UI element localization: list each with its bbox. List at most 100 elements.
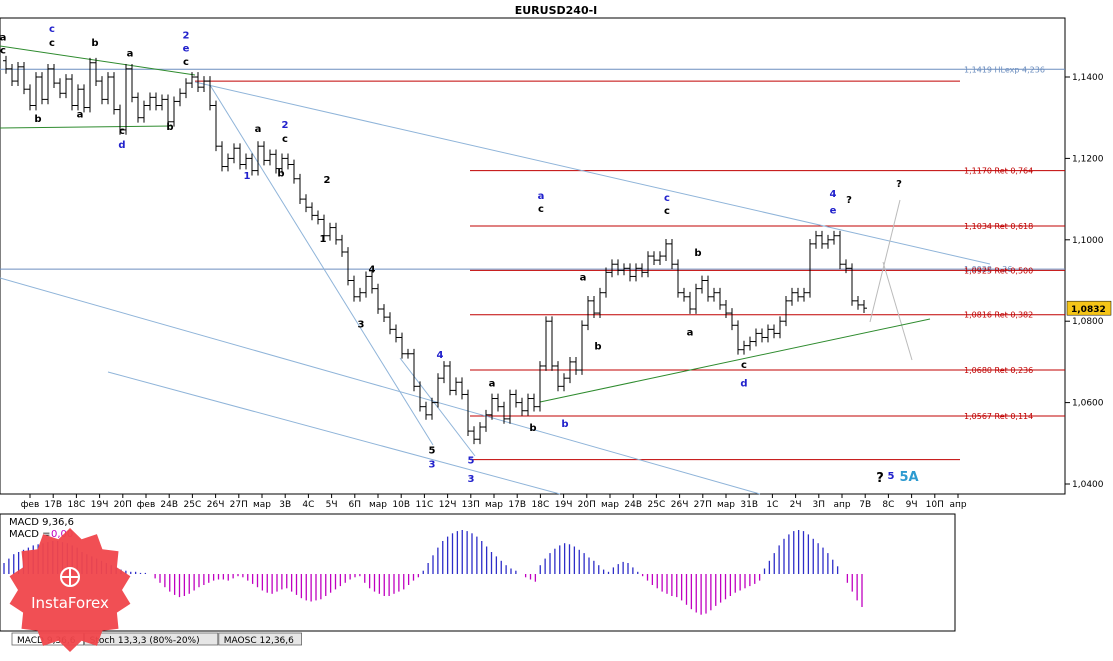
- trend-support-line[interactable]: [539, 318, 931, 403]
- price-bar: [147, 92, 153, 111]
- x-tick-label-4: 20П: [114, 500, 132, 510]
- wave-label-4: b: [91, 38, 98, 49]
- price-bar: [249, 153, 255, 176]
- price-bar: [363, 271, 369, 298]
- x-tick-label-19: 13П: [462, 500, 480, 510]
- logo-emblem-icon: [60, 567, 80, 587]
- price-bar: [195, 72, 201, 93]
- wave-label-20: 1: [320, 234, 327, 245]
- price-bar: [471, 426, 477, 445]
- channel-upper-line[interactable]: [194, 81, 991, 265]
- x-tick-label-7: 25С: [184, 500, 202, 510]
- price-bar: [675, 259, 681, 298]
- level-label-4: 1,0928 ...36: [964, 265, 1012, 274]
- scenario-line-up[interactable]: [869, 199, 901, 323]
- triangle-upper-line[interactable]: [0, 45, 196, 76]
- x-tick-label-12: 4С: [302, 500, 314, 510]
- wave-label-43: ?: [846, 195, 852, 206]
- price-bar: [459, 377, 465, 400]
- price-bar: [669, 238, 675, 270]
- x-tick-label-9: 27П: [230, 500, 248, 510]
- x-tick-label-39: 10П: [926, 500, 944, 510]
- price-bar: [651, 251, 657, 266]
- scenario-line-down[interactable]: [882, 261, 913, 361]
- price-bar: [387, 312, 393, 335]
- price-bar: [39, 72, 45, 105]
- x-tick-label-1: 17В: [44, 500, 62, 510]
- logo-badge-shape: [9, 528, 131, 652]
- x-tick-label-36: 7В: [859, 500, 871, 510]
- price-bar: [429, 397, 435, 420]
- triangle-lower-line[interactable]: [0, 125, 173, 129]
- last-price-box: [1066, 300, 1112, 316]
- wave-label-8: c: [183, 57, 189, 68]
- price-bar: [291, 159, 297, 184]
- price-bar: [57, 78, 63, 99]
- price-bar: [417, 381, 423, 412]
- price-pane[interactable]: [0, 17, 1066, 495]
- wave-label-31: a: [538, 191, 545, 202]
- price-bar: [687, 291, 693, 314]
- wave-label-16: c: [282, 134, 288, 145]
- price-bar: [273, 149, 279, 174]
- indicator-tab-1[interactable]: Stoch 13,3,3 (80%-20%): [84, 632, 219, 646]
- price-bar: [327, 222, 333, 241]
- x-tick-label-23: 19Ч: [555, 500, 573, 510]
- price-bar: [621, 263, 627, 276]
- x-tick-label-32: 1С: [766, 500, 778, 510]
- bottom-question-label: ?: [876, 471, 884, 486]
- wave-label-11: c: [119, 126, 125, 137]
- price-bar: [213, 100, 219, 152]
- last-price-label: 1,0832: [1071, 305, 1106, 315]
- price-bar: [45, 63, 51, 105]
- wave-label-27: 3: [468, 474, 475, 485]
- price-bar: [507, 389, 513, 424]
- wave-label-29: b: [529, 423, 536, 434]
- price-bar: [303, 194, 309, 213]
- price-bar: [441, 361, 447, 384]
- wave-label-40: d: [740, 378, 747, 389]
- price-bar: [207, 76, 213, 111]
- wave-line-down[interactable]: [209, 84, 434, 446]
- price-bar: [183, 78, 189, 99]
- price-bar: [225, 153, 231, 172]
- price-bar: [591, 295, 597, 318]
- level-label-3: 1,1034 Ret 0,618: [964, 222, 1033, 231]
- wave-label-0: a: [0, 32, 6, 43]
- price-bar: [579, 320, 585, 375]
- x-tick-label-40: апр: [949, 500, 966, 510]
- price-bar: [99, 76, 105, 105]
- instaforex-logo: InstaForex: [9, 528, 131, 652]
- price-bar: [561, 373, 567, 392]
- x-tick-label-25: мар: [601, 500, 619, 510]
- price-bar: [405, 348, 411, 359]
- price-bar: [93, 57, 99, 86]
- price-bar: [351, 275, 357, 302]
- wave-label-6: 2: [183, 30, 190, 41]
- x-tick-label-21: 17В: [508, 500, 526, 510]
- price-bar: [237, 143, 243, 170]
- bottom-wave-5-label: 5: [888, 471, 895, 482]
- x-tick-label-10: мар: [253, 500, 271, 510]
- channel-lower-line[interactable]: [0, 277, 761, 495]
- price-bar: [285, 153, 291, 170]
- channel-outer-line[interactable]: [107, 371, 561, 495]
- x-tick-label-16: 10В: [392, 500, 410, 510]
- price-bar: [141, 100, 147, 123]
- price-bar: [9, 63, 15, 86]
- y-tick-label-4: 1,0600: [1072, 399, 1104, 409]
- price-bar: [483, 409, 489, 432]
- price-bar: [177, 88, 183, 107]
- x-tick-label-15: мар: [369, 500, 387, 510]
- price-bar: [693, 283, 699, 314]
- tab-background[interactable]: [218, 632, 303, 646]
- indicator-tab-2[interactable]: MAOSC 12,36,6: [218, 632, 303, 646]
- price-bar: [519, 397, 525, 416]
- x-tick-label-22: 18С: [532, 500, 550, 510]
- price-bar: [153, 92, 159, 111]
- price-bar: [615, 259, 621, 276]
- price-bar: [369, 271, 375, 294]
- x-tick-label-5: фев: [137, 500, 156, 510]
- wave-label-36: c: [664, 206, 670, 217]
- price-bar: [357, 287, 363, 302]
